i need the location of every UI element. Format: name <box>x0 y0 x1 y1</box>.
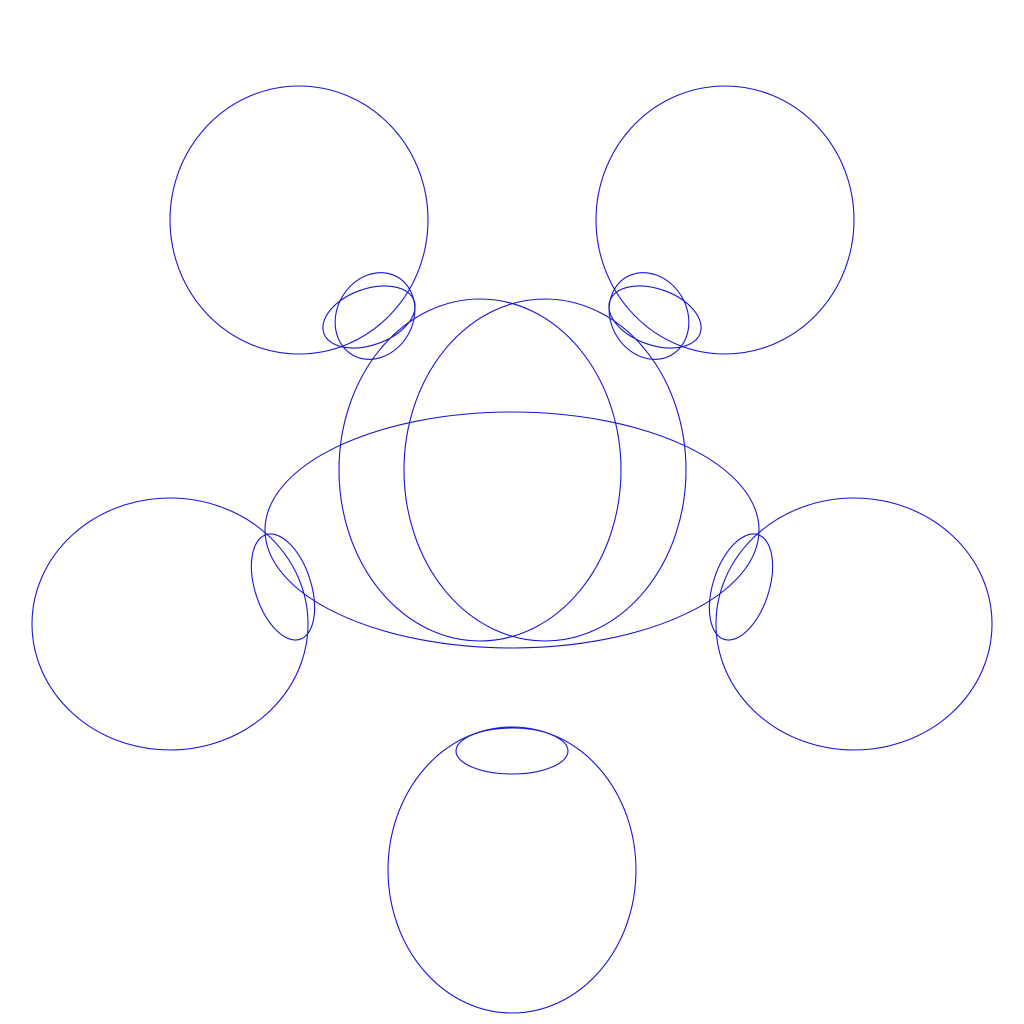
outer-circle-top-left <box>169 85 429 355</box>
loop-bottom <box>455 727 569 775</box>
loop-top-right-b <box>608 272 690 360</box>
inner-ellipse-bottom <box>264 411 760 649</box>
loop-top-left-b <box>334 272 416 360</box>
loop-left <box>250 533 316 641</box>
outer-circle-left <box>31 497 309 751</box>
spirograph-curves <box>31 85 993 1014</box>
inner-ellipse-right <box>403 298 687 642</box>
loop-right <box>708 533 774 641</box>
outer-circle-top-right <box>595 85 855 355</box>
loop-top-right-a <box>608 285 702 349</box>
outer-circle-bottom <box>387 726 637 1014</box>
inner-ellipse-left <box>338 298 622 642</box>
outer-circle-right <box>715 497 993 751</box>
loop-top-left-a <box>322 285 416 349</box>
